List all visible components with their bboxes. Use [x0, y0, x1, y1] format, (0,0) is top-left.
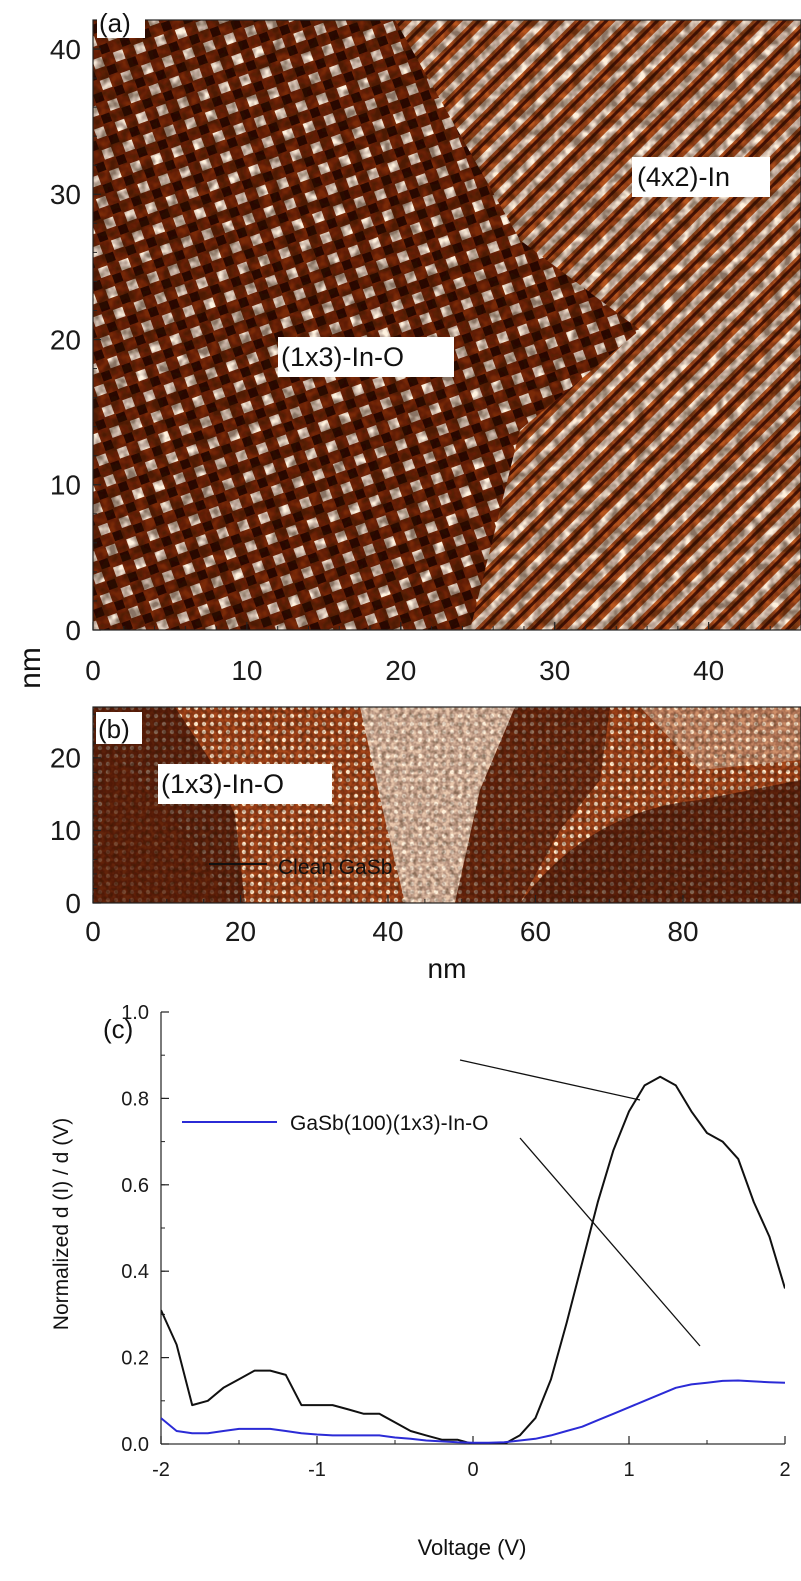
series-line-gasb-in-o	[161, 1379, 785, 1444]
annotation-arrow-blue	[519, 1137, 701, 1347]
a-x-ticks: 0 10 20 30 40	[85, 622, 801, 686]
x-tick-label: 30	[539, 655, 570, 686]
a-annotation-2-bg	[632, 157, 770, 197]
y-tick-label: 30	[50, 179, 81, 210]
x-tick-label: 0	[85, 655, 101, 686]
c-x-axis-label: Voltage (V)	[418, 1535, 527, 1560]
y-tick-label: 0	[65, 615, 81, 646]
c-series-group	[161, 1075, 785, 1444]
x-tick-label: 40	[372, 916, 403, 947]
x-tick-label: 2	[779, 1459, 790, 1481]
y-tick-label: 20	[50, 324, 81, 355]
panel-c-label: (c)	[103, 1014, 133, 1044]
a-annotation-1x3: (1x3)-In-O	[281, 342, 404, 372]
a-y-axis-label: nm	[14, 647, 47, 689]
y-tick-label: 10	[50, 470, 81, 501]
c-axes	[160, 1012, 785, 1445]
panel-b-label-bg	[96, 712, 142, 744]
x-tick-label: 1	[623, 1459, 634, 1481]
stm-image-b: 0 10 20 0 20 40 60 80 (b) (1x3)-In-O nm	[50, 706, 801, 984]
x-tick-label: -2	[152, 1459, 170, 1481]
c-y-ticks: 0.0 0.2 0.4 0.6 0.8 1.0	[121, 1002, 169, 1456]
y-tick-label: 0.8	[121, 1088, 149, 1110]
stm-a-frame	[92, 19, 801, 631]
sts-plot-c: (c) 0.0 0.2 0.4 0.6 0.8 1.0 -2 -1 0 1 2 Clean GaS…	[50, 856, 791, 1560]
c-x-ticks: -2 -1 0 1 2	[152, 1436, 791, 1481]
stm-image-a: 0 10 20 30 40 0 10 20 30 40 (a) (1x3)-In-O (4x2)…	[14, 6, 801, 689]
y-tick-label: 0.6	[121, 1175, 149, 1197]
x-tick-label: 40	[693, 655, 724, 686]
x-tick-label: 0	[85, 916, 101, 947]
panel-b-label: (b)	[98, 714, 130, 744]
stm-a-noise	[93, 20, 801, 630]
x-tick-label: 10	[231, 655, 262, 686]
legend-label-clean: Clean GaSb	[278, 856, 392, 879]
x-tick-label: 0	[467, 1459, 478, 1481]
legend-label-blue: GaSb(100)(1x3)-In-O	[290, 1112, 488, 1135]
annotation-arrow-clean	[459, 1059, 641, 1101]
series-line-clean-gasb	[161, 1075, 785, 1444]
b-annotation-1x3: (1x3)-In-O	[161, 769, 284, 799]
x-tick-label: 20	[385, 655, 416, 686]
a-annotation-4x2: (4x2)-In	[637, 162, 730, 192]
b-x-ticks: 0 20 40 60 80	[85, 895, 795, 947]
b-x-axis-label: nm	[428, 953, 467, 984]
y-tick-label: 1.0	[121, 1002, 149, 1024]
panel-a-label-bg	[97, 6, 145, 38]
c-legend: Clean GaSb GaSb(100)(1x3)-In-O	[182, 856, 701, 1347]
y-tick-label: 10	[50, 815, 81, 846]
y-tick-label: 0.2	[121, 1348, 149, 1370]
x-tick-label: 60	[520, 916, 551, 947]
a-y-ticks: 0 10 20 30 40	[50, 19, 101, 646]
panel-a-label: (a)	[99, 8, 131, 38]
y-tick-label: 0	[65, 888, 81, 919]
y-tick-label: 0.4	[121, 1261, 149, 1283]
a-annotation-1-bg	[278, 337, 454, 377]
b-annotation-1-bg	[158, 764, 332, 804]
y-tick-label: 20	[50, 743, 81, 774]
x-tick-label: 80	[667, 916, 698, 947]
y-tick-label: 40	[50, 34, 81, 65]
c-y-axis-label: Normalized d (I) / d (V)	[50, 1118, 73, 1330]
x-tick-label: -1	[308, 1459, 326, 1481]
x-tick-label: 20	[225, 916, 256, 947]
stm-b-noise	[93, 707, 801, 903]
stm-b-frame	[92, 706, 801, 904]
y-tick-label: 0.0	[121, 1434, 149, 1456]
